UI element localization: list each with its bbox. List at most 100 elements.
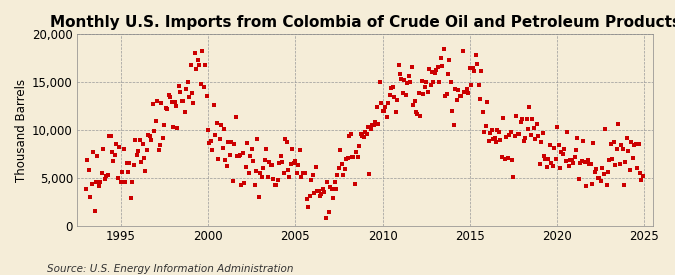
Point	[340, 167, 350, 172]
Point	[111, 142, 122, 146]
Point	[547, 164, 558, 169]
Point	[412, 112, 423, 117]
Point	[192, 57, 203, 62]
Point	[115, 180, 126, 184]
Point	[541, 165, 552, 169]
Point	[585, 161, 596, 166]
Point	[275, 154, 286, 158]
Point	[204, 141, 215, 145]
Point	[460, 89, 471, 94]
Point	[444, 58, 455, 62]
Point	[306, 177, 317, 182]
Point	[405, 79, 416, 84]
Point	[223, 140, 234, 144]
Point	[553, 143, 564, 147]
Point	[453, 87, 464, 92]
Point	[500, 157, 510, 161]
Point	[277, 159, 288, 164]
Point	[473, 83, 484, 87]
Point	[202, 128, 213, 132]
Point	[370, 120, 381, 124]
Point	[517, 117, 528, 121]
Point	[269, 182, 280, 187]
Point	[310, 165, 321, 170]
Point	[220, 158, 231, 163]
Point	[421, 80, 431, 84]
Point	[575, 161, 586, 165]
Point	[336, 162, 347, 166]
Point	[195, 82, 206, 87]
Point	[132, 153, 142, 157]
Point	[264, 160, 275, 164]
Point	[479, 129, 490, 134]
Point	[315, 194, 325, 199]
Point	[326, 187, 337, 192]
Point	[522, 127, 533, 131]
Point	[246, 147, 257, 152]
Point	[296, 175, 306, 179]
Point	[583, 158, 593, 162]
Point	[176, 98, 187, 103]
Point	[121, 160, 132, 165]
Point	[151, 119, 161, 123]
Point	[173, 83, 184, 88]
Point	[632, 166, 643, 170]
Point	[525, 133, 536, 138]
Point	[544, 143, 555, 147]
Point	[140, 168, 151, 173]
Point	[278, 171, 289, 175]
Point	[593, 176, 603, 181]
Point	[186, 91, 197, 95]
Point	[134, 138, 145, 142]
Y-axis label: Thousand Barrels: Thousand Barrels	[15, 79, 28, 182]
Point	[298, 170, 309, 175]
Point	[265, 163, 276, 168]
Point	[364, 172, 375, 177]
Point	[286, 162, 296, 167]
Point	[597, 166, 608, 170]
Point	[354, 144, 364, 149]
Point	[85, 194, 96, 199]
Point	[360, 130, 371, 134]
Point	[232, 154, 242, 158]
Point	[429, 71, 440, 75]
Point	[172, 125, 183, 130]
Point	[146, 138, 157, 142]
Point	[395, 72, 406, 76]
Point	[211, 121, 222, 125]
Point	[271, 183, 281, 188]
Point	[213, 157, 223, 161]
Point	[628, 143, 639, 147]
Point	[273, 177, 284, 182]
Point	[560, 159, 571, 163]
Point	[325, 185, 335, 189]
Point	[335, 148, 346, 152]
Point	[312, 189, 323, 194]
Point	[418, 91, 429, 96]
Point	[130, 138, 140, 143]
Point	[188, 101, 199, 105]
Point	[361, 132, 372, 137]
Point	[448, 123, 459, 127]
Point	[143, 133, 154, 137]
Point	[169, 100, 180, 104]
Point	[97, 171, 107, 175]
Point	[210, 133, 221, 137]
Point	[481, 124, 491, 128]
Point	[333, 165, 344, 170]
Point	[332, 173, 343, 177]
Point	[342, 155, 353, 160]
Point	[245, 153, 256, 158]
Point	[214, 137, 225, 141]
Point	[102, 173, 113, 177]
Point	[101, 174, 111, 178]
Point	[313, 189, 324, 193]
Point	[616, 143, 626, 147]
Point	[477, 110, 488, 115]
Point	[191, 67, 202, 71]
Point	[380, 105, 391, 109]
Point	[389, 95, 400, 100]
Point	[194, 63, 205, 67]
Point	[248, 158, 259, 163]
Point	[167, 125, 178, 129]
